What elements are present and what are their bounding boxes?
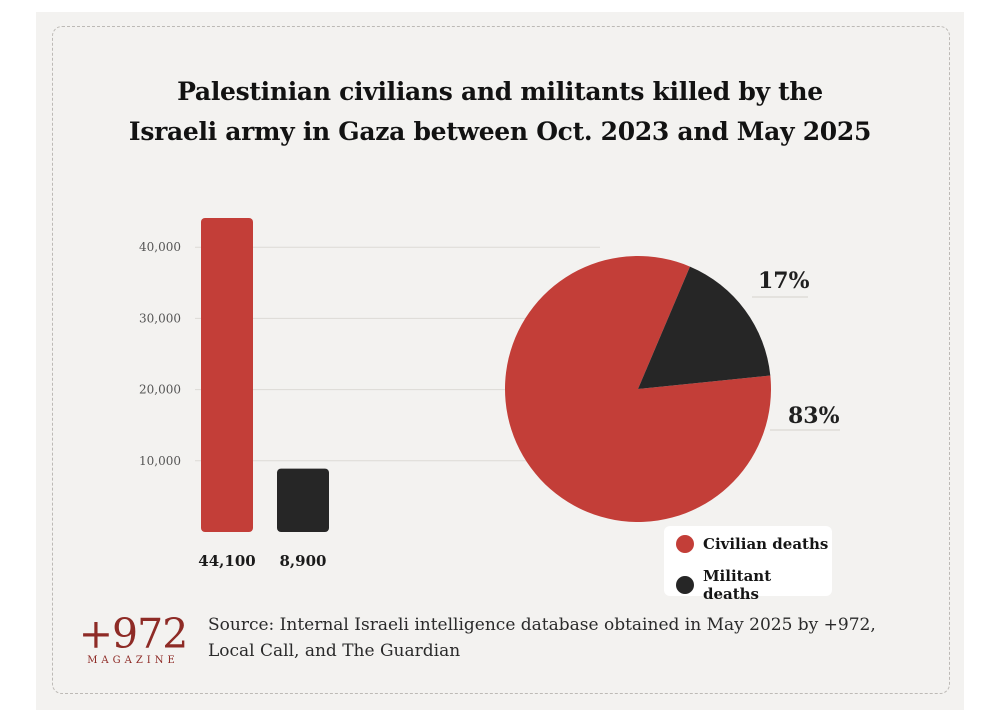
pie-slice-militant [638,266,771,389]
chart-title-line-1: Palestinian civilians and militants kill… [177,77,823,106]
legend-swatch-militant [676,576,694,594]
y-tick-label: 30,000 [139,311,181,325]
bar-value-label: 8,900 [280,552,327,570]
bar-militant [277,468,329,532]
bar-value-label: 44,100 [198,552,255,570]
pie-value-label: 17% [758,268,810,294]
bar-civilian [201,218,253,532]
legend-swatch-civilian [676,535,694,553]
y-tick-label: 10,000 [139,454,181,468]
legend-item-militant: Militant deaths [676,567,832,603]
pie-slice-civilian [505,256,772,523]
legend-label-militant: Militant deaths [702,567,772,603]
logo-subtitle: MAGAZINE [87,655,179,666]
chart-title-line-2: Israeli army in Gaza between Oct. 2023 a… [128,117,872,146]
chart-legend: Civilian deaths Militant deaths [664,526,832,603]
y-tick-label: 20,000 [139,383,181,397]
logo-mark: +972 [78,610,189,658]
chart-frame [52,26,950,694]
pie-chart: 83% 17% [505,256,840,523]
legend-item-civilian: Civilian deaths [676,535,828,553]
pie-value-label: 83% [788,403,840,429]
magazine-logo: +972 MAGAZINE [78,610,189,666]
legend-label-civilian: Civilian deaths [703,535,829,553]
y-tick-label: 40,000 [139,240,181,254]
source-note: Source: Internal Israeli intelligence da… [208,615,876,661]
